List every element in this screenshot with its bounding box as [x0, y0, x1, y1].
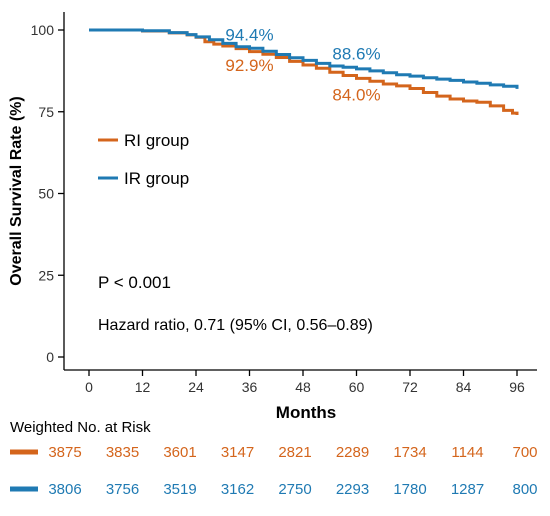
annotation-label: 94.4% — [225, 25, 273, 44]
hazard-ratio-text: Hazard ratio, 0.71 (95% CI, 0.56–0.89) — [98, 317, 373, 334]
x-tick-label: 24 — [188, 379, 204, 395]
annotation-labels: 94.4% 88.6% 92.9% 84.0% — [225, 25, 380, 104]
risk-value: 2289 — [336, 444, 369, 461]
y-tick-label: 75 — [38, 104, 54, 120]
series-line-ri — [89, 28, 519, 115]
risk-value: 3162 — [221, 481, 254, 498]
x-axis-label: Months — [276, 403, 336, 422]
x-tick-label: 72 — [402, 379, 418, 395]
risk-value: 1144 — [451, 444, 483, 461]
annotation-label: 84.0% — [332, 85, 380, 104]
risk-value: 3519 — [163, 481, 196, 498]
series-lines — [89, 28, 519, 115]
series-line-ir — [89, 28, 519, 89]
legend-label-ri: RI group — [124, 131, 189, 150]
x-tick-label: 96 — [509, 379, 525, 395]
risk-value: 2750 — [278, 481, 311, 498]
p-value-text: P < 0.001 — [98, 273, 171, 292]
y-tick-label: 0 — [46, 349, 54, 365]
risk-table-title: Weighted No. at Risk — [10, 419, 151, 436]
risk-value: 3875 — [48, 444, 81, 461]
y-ticks: 0 25 50 75 100 — [31, 22, 64, 365]
risk-value: 3601 — [163, 444, 196, 461]
risk-value: 700 — [512, 444, 537, 461]
x-tick-label: 12 — [135, 379, 151, 395]
annotation-label: 88.6% — [332, 44, 380, 63]
risk-table: 3875 3835 3601 3147 2821 2289 1734 1144 700 3806 3… — [10, 444, 538, 498]
risk-value: 3756 — [106, 481, 139, 498]
risk-value: 2821 — [278, 444, 311, 461]
risk-value: 2293 — [336, 481, 369, 498]
x-tick-label: 36 — [242, 379, 258, 395]
y-tick-label: 25 — [38, 267, 54, 283]
annotation-label: 92.9% — [225, 56, 273, 75]
risk-value: 1287 — [451, 481, 484, 498]
y-tick-label: 50 — [38, 186, 54, 202]
risk-value: 3147 — [221, 444, 254, 461]
x-tick-label: 48 — [295, 379, 311, 395]
risk-value: 1780 — [393, 481, 426, 498]
x-tick-label: 84 — [456, 379, 472, 395]
legend-label-ir: IR group — [124, 169, 189, 188]
x-tick-label: 0 — [85, 379, 93, 395]
risk-value: 3806 — [48, 481, 81, 498]
x-tick-label: 60 — [349, 379, 365, 395]
risk-value: 800 — [512, 481, 537, 498]
legend: RI group IR group — [98, 131, 189, 188]
y-tick-label: 100 — [31, 22, 55, 38]
y-axis-label: Overall Survival Rate (%) — [8, 96, 25, 285]
x-ticks: 0 12 24 36 48 60 72 84 96 — [85, 370, 525, 395]
risk-value: 1734 — [393, 444, 426, 461]
risk-value: 3835 — [106, 444, 139, 461]
